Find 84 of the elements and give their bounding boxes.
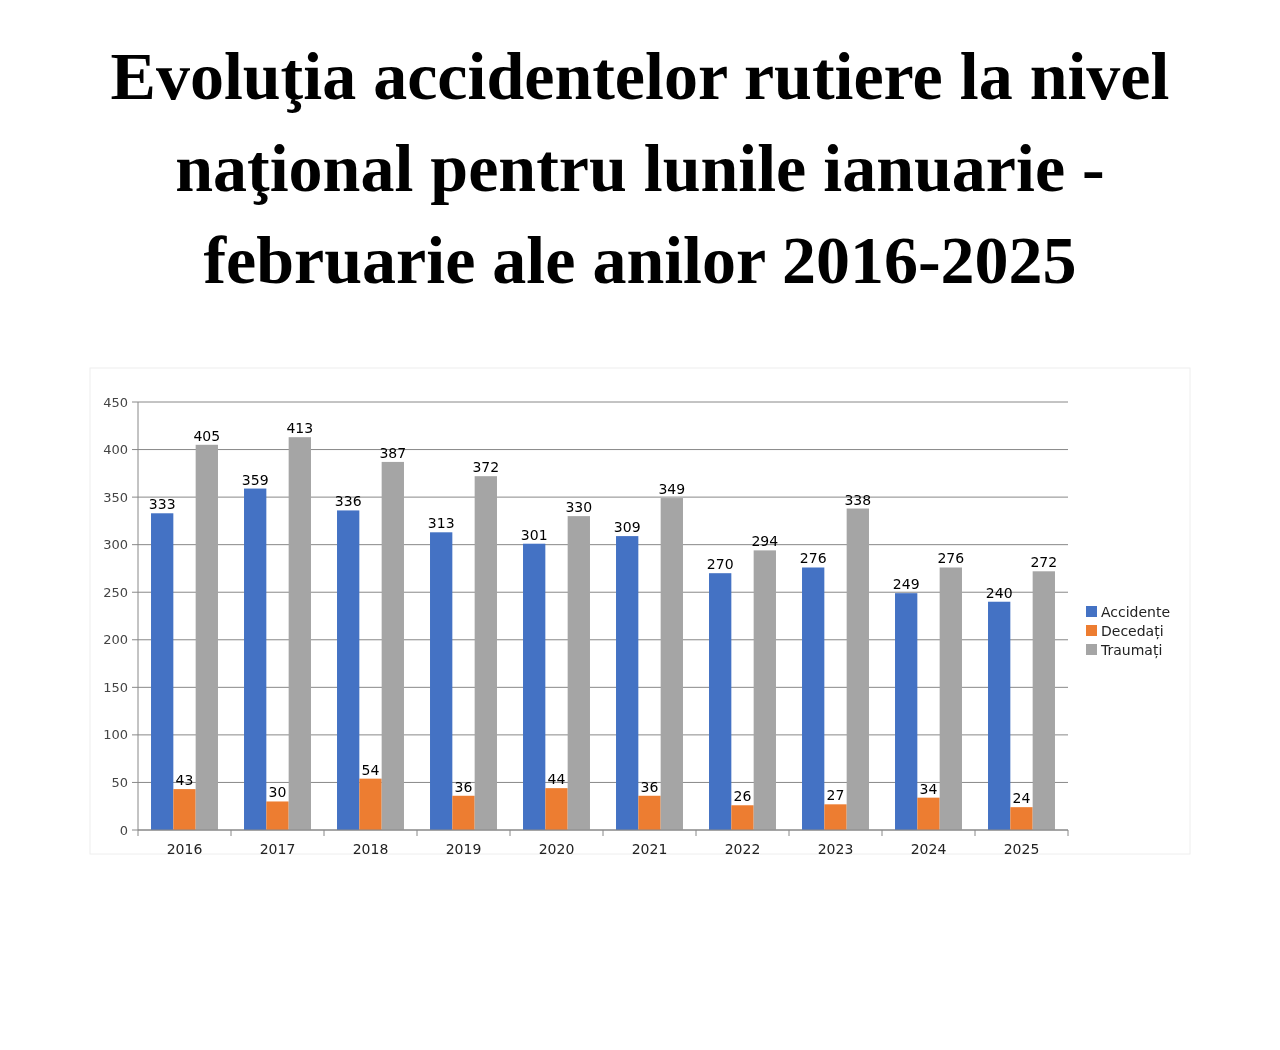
data-label: 30 bbox=[268, 784, 287, 801]
y-tick-label: 400 bbox=[103, 442, 128, 458]
y-tick-label: 250 bbox=[103, 584, 128, 600]
bar bbox=[523, 543, 546, 830]
y-tick-label: 350 bbox=[103, 489, 128, 505]
bar bbox=[266, 801, 289, 830]
chart-title: Evoluţia accidentelor rutiere la nivel naţional pentru lunile ianuarie - februarie ale anilor 2016-2025 bbox=[110, 37, 1170, 300]
bar bbox=[452, 795, 475, 830]
bar bbox=[381, 461, 404, 830]
data-label: 249 bbox=[892, 576, 920, 593]
bar bbox=[1010, 807, 1033, 830]
data-label: 276 bbox=[799, 550, 827, 567]
bar bbox=[895, 593, 918, 830]
legend-label: Decedați bbox=[1101, 622, 1164, 640]
bar bbox=[337, 510, 360, 830]
bar bbox=[917, 797, 940, 830]
x-tick-label: 2023 bbox=[817, 841, 854, 857]
x-tick-label: 2025 bbox=[1003, 841, 1040, 857]
bar bbox=[731, 805, 754, 830]
x-tick-label: 2020 bbox=[538, 841, 575, 857]
x-tick-label: 2018 bbox=[352, 841, 389, 857]
x-tick-label: 2022 bbox=[724, 841, 761, 857]
data-label: 301 bbox=[520, 526, 548, 543]
y-tick-label: 150 bbox=[103, 679, 128, 695]
bar bbox=[846, 508, 869, 830]
x-tick-label: 2021 bbox=[631, 841, 668, 857]
bar bbox=[430, 532, 453, 830]
legend-label: Accidente bbox=[1101, 603, 1171, 620]
bar bbox=[753, 550, 776, 830]
bar bbox=[802, 567, 825, 830]
bar bbox=[616, 536, 639, 830]
bar bbox=[567, 516, 590, 830]
data-label: 24 bbox=[1012, 790, 1031, 807]
y-tick-label: 300 bbox=[103, 537, 128, 553]
y-tick-label: 50 bbox=[111, 774, 128, 790]
legend-label: Traumați bbox=[1100, 641, 1163, 659]
data-label: 272 bbox=[1030, 554, 1058, 571]
data-label: 26 bbox=[733, 788, 752, 805]
bar bbox=[709, 573, 732, 830]
data-label: 270 bbox=[706, 556, 734, 573]
x-tick-label: 2017 bbox=[259, 841, 296, 857]
bar bbox=[474, 476, 497, 830]
data-label: 44 bbox=[547, 771, 566, 788]
y-tick-label: 0 bbox=[119, 822, 128, 838]
data-label: 333 bbox=[148, 496, 176, 513]
bar bbox=[1032, 571, 1055, 830]
data-label: 276 bbox=[937, 550, 965, 567]
bar bbox=[660, 498, 683, 830]
data-label: 413 bbox=[286, 420, 314, 437]
data-label: 294 bbox=[751, 533, 779, 550]
bar bbox=[195, 444, 218, 830]
data-label: 36 bbox=[454, 778, 473, 795]
y-tick-label: 450 bbox=[103, 394, 128, 410]
bar bbox=[288, 437, 311, 830]
data-label: 405 bbox=[193, 427, 221, 444]
data-label: 54 bbox=[361, 761, 380, 778]
bar bbox=[824, 804, 847, 830]
data-label: 34 bbox=[919, 780, 938, 797]
data-label: 43 bbox=[175, 772, 194, 789]
data-label: 309 bbox=[613, 519, 641, 536]
bar bbox=[939, 567, 962, 830]
data-label: 36 bbox=[640, 778, 659, 795]
data-label: 338 bbox=[844, 491, 872, 508]
data-label: 330 bbox=[565, 499, 593, 516]
data-label: 313 bbox=[427, 515, 455, 532]
data-label: 336 bbox=[334, 493, 362, 510]
bar bbox=[359, 778, 382, 830]
x-tick-label: 2024 bbox=[910, 841, 947, 857]
bar bbox=[151, 513, 174, 830]
data-label: 240 bbox=[985, 584, 1013, 601]
bar bbox=[244, 488, 267, 830]
bar bbox=[173, 789, 196, 830]
data-label: 359 bbox=[241, 471, 269, 488]
x-tick-label: 2016 bbox=[166, 841, 203, 857]
data-label: 372 bbox=[472, 459, 500, 476]
y-tick-label: 100 bbox=[103, 727, 128, 743]
bar bbox=[545, 788, 568, 830]
y-tick-label: 200 bbox=[103, 632, 128, 648]
data-label: 349 bbox=[658, 481, 686, 498]
data-label: 387 bbox=[379, 444, 407, 461]
bar bbox=[988, 601, 1011, 830]
data-label: 27 bbox=[826, 787, 845, 804]
x-tick-label: 2019 bbox=[445, 841, 482, 857]
bar bbox=[638, 795, 661, 830]
